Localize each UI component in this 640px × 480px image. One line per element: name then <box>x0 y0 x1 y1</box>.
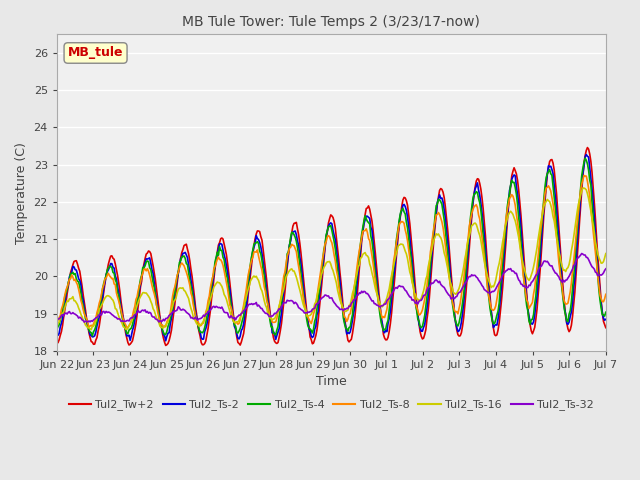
Title: MB Tule Tower: Tule Temps 2 (3/23/17-now): MB Tule Tower: Tule Temps 2 (3/23/17-now… <box>182 15 480 29</box>
X-axis label: Time: Time <box>316 375 347 388</box>
Y-axis label: Temperature (C): Temperature (C) <box>15 142 28 243</box>
Legend: Tul2_Tw+2, Tul2_Ts-2, Tul2_Ts-4, Tul2_Ts-8, Tul2_Ts-16, Tul2_Ts-32: Tul2_Tw+2, Tul2_Ts-2, Tul2_Ts-4, Tul2_Ts… <box>64 395 598 415</box>
Text: MB_tule: MB_tule <box>68 47 124 60</box>
